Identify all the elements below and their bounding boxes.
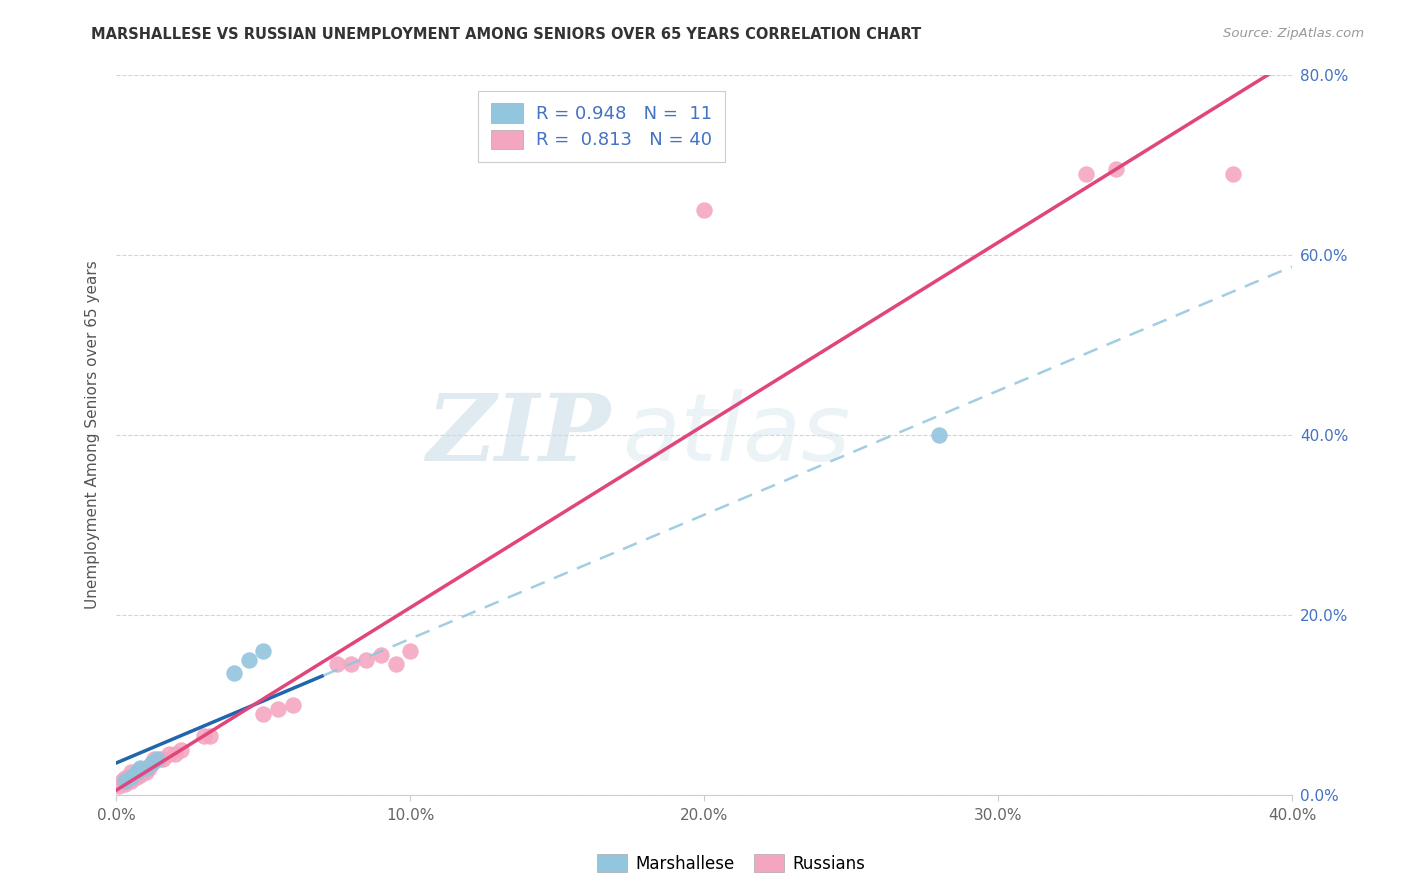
Point — [138, 761, 160, 775]
Point — [170, 742, 193, 756]
Point — [125, 770, 148, 784]
Point — [1076, 167, 1098, 181]
Point — [399, 643, 422, 657]
Point — [1104, 161, 1126, 176]
Point — [114, 777, 136, 791]
Point — [117, 770, 139, 784]
Legend: R = 0.948   N =  11, R =  0.813   N = 40: R = 0.948 N = 11, R = 0.813 N = 40 — [478, 91, 724, 162]
Point — [120, 774, 142, 789]
Text: MARSHALLESE VS RUSSIAN UNEMPLOYMENT AMONG SENIORS OVER 65 YEARS CORRELATION CHAR: MARSHALLESE VS RUSSIAN UNEMPLOYMENT AMON… — [91, 27, 922, 42]
Text: Source: ZipAtlas.com: Source: ZipAtlas.com — [1223, 27, 1364, 40]
Point — [325, 657, 347, 671]
Point — [354, 652, 377, 666]
Point — [146, 751, 169, 765]
Point — [928, 427, 950, 442]
Point — [143, 751, 166, 765]
Point — [141, 756, 163, 770]
Point — [340, 657, 363, 671]
Point — [693, 202, 716, 217]
Point — [252, 643, 274, 657]
Point — [152, 751, 174, 765]
Point — [193, 729, 215, 743]
Point — [135, 765, 157, 780]
Point — [125, 765, 148, 780]
Point — [114, 774, 136, 789]
Point — [370, 648, 392, 662]
Point — [200, 729, 222, 743]
Point — [132, 765, 155, 780]
Point — [122, 770, 145, 784]
Point — [117, 774, 139, 789]
Text: atlas: atlas — [621, 389, 851, 480]
Point — [108, 779, 131, 793]
Point — [141, 756, 163, 770]
Point — [281, 698, 304, 712]
Point — [125, 765, 148, 780]
Point — [122, 768, 145, 782]
Point — [267, 702, 290, 716]
Point — [120, 765, 142, 780]
Legend: Marshallese, Russians: Marshallese, Russians — [591, 847, 872, 880]
Point — [135, 761, 157, 775]
Point — [128, 761, 150, 775]
Point — [111, 774, 134, 789]
Text: ZIP: ZIP — [426, 390, 610, 480]
Point — [135, 761, 157, 775]
Y-axis label: Unemployment Among Seniors over 65 years: Unemployment Among Seniors over 65 years — [86, 260, 100, 609]
Point — [157, 747, 180, 761]
Point — [252, 706, 274, 721]
Point — [165, 747, 187, 761]
Point — [120, 770, 142, 784]
Point — [149, 751, 172, 765]
Point — [222, 666, 245, 681]
Point — [128, 763, 150, 777]
Point — [1222, 167, 1244, 181]
Point — [384, 657, 406, 671]
Point — [128, 768, 150, 782]
Point — [238, 652, 260, 666]
Point — [114, 772, 136, 786]
